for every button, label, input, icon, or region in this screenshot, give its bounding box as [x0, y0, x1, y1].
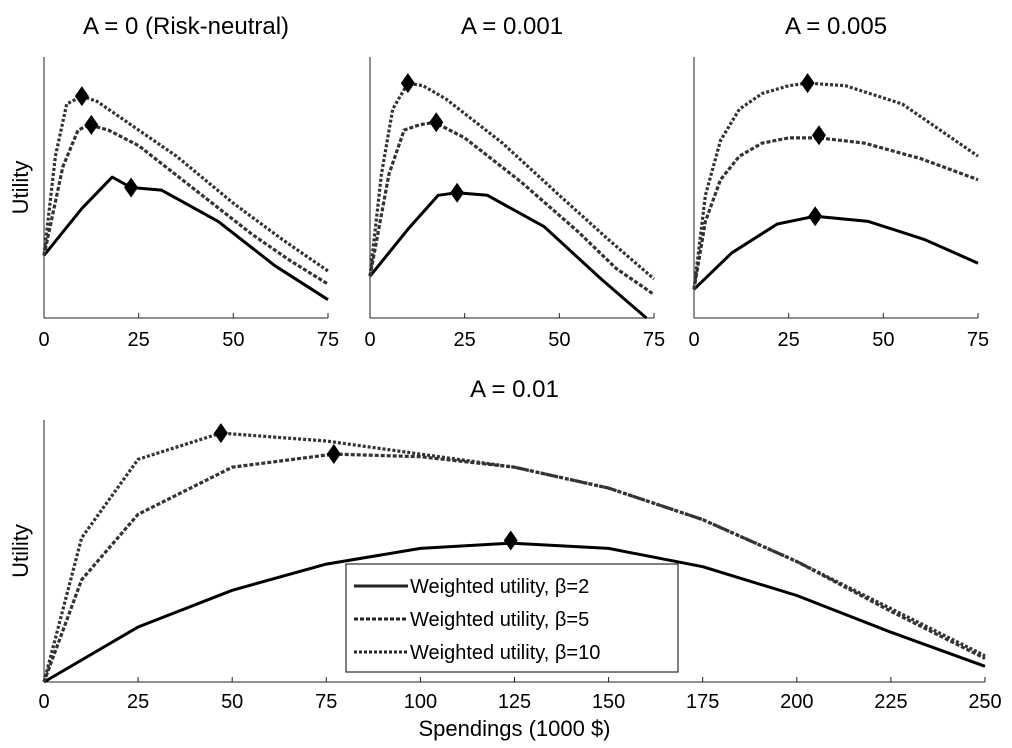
- x-tick-label: 25: [778, 329, 800, 351]
- x-tick-label: 25: [454, 329, 476, 351]
- optimum-marker: [429, 112, 444, 133]
- x-tick-label: 0: [38, 329, 49, 351]
- x-tick-label: 50: [222, 329, 244, 351]
- x-tick-label: 75: [643, 329, 665, 351]
- optimum-marker: [213, 423, 228, 444]
- series-line-3: [42, 94, 329, 273]
- x-tick-label: 75: [967, 329, 989, 351]
- panel-title: A = 0.001: [461, 13, 563, 40]
- x-tick-label: 0: [688, 329, 699, 351]
- x-tick-label: 200: [780, 691, 813, 713]
- series-line-2: [368, 120, 655, 296]
- series-line-1: [368, 191, 648, 320]
- series-line-3: [368, 81, 656, 281]
- optimum-marker: [400, 73, 415, 94]
- optimum-marker: [74, 86, 89, 107]
- optimum-marker: [450, 182, 465, 203]
- legend-box: [345, 563, 679, 673]
- x-tick-label: 100: [404, 691, 437, 713]
- x-tick-label: 50: [872, 329, 894, 351]
- optimum-marker: [84, 114, 99, 135]
- y-axis-label: Utility: [8, 524, 33, 578]
- series-line-3: [42, 431, 986, 683]
- series-line-1: [42, 175, 329, 301]
- x-tick-label: 25: [128, 329, 150, 351]
- x-tick-label: 0: [38, 691, 49, 713]
- optimum-marker: [808, 206, 823, 227]
- optimum-marker: [503, 530, 518, 551]
- series-line-1: [692, 214, 979, 291]
- optimum-marker: [811, 125, 826, 146]
- x-axis-label: Spendings (1000 $): [418, 716, 610, 741]
- x-tick-label: 75: [317, 329, 339, 351]
- optimum-marker: [800, 73, 815, 94]
- series-line-2: [692, 136, 979, 290]
- legend-entry: Weighted utility, β=2: [410, 576, 589, 598]
- x-tick-label: 0: [364, 329, 375, 351]
- panel-title: A = 0.005: [785, 13, 887, 40]
- x-tick-label: 175: [686, 691, 719, 713]
- panel-title: A = 0 (Risk-neutral): [83, 13, 289, 40]
- series-line-3: [692, 81, 979, 290]
- series-line-2: [42, 123, 329, 286]
- panel-title: A = 0.01: [470, 376, 559, 403]
- x-tick-label: 50: [221, 691, 243, 713]
- x-tick-label: 50: [548, 329, 570, 351]
- x-tick-label: 75: [315, 691, 337, 713]
- x-tick-label: 150: [592, 691, 625, 713]
- x-tick-label: 25: [127, 691, 149, 713]
- x-tick-label: 125: [498, 691, 531, 713]
- optimum-marker: [124, 177, 139, 198]
- optimum-marker: [326, 444, 341, 465]
- x-tick-label: 225: [874, 691, 907, 713]
- x-tick-label: 250: [968, 691, 1001, 713]
- legend-entry: Weighted utility, β=10: [410, 642, 600, 664]
- legend-entry: Weighted utility, β=5: [410, 609, 589, 631]
- y-axis-label: Utility: [8, 161, 33, 215]
